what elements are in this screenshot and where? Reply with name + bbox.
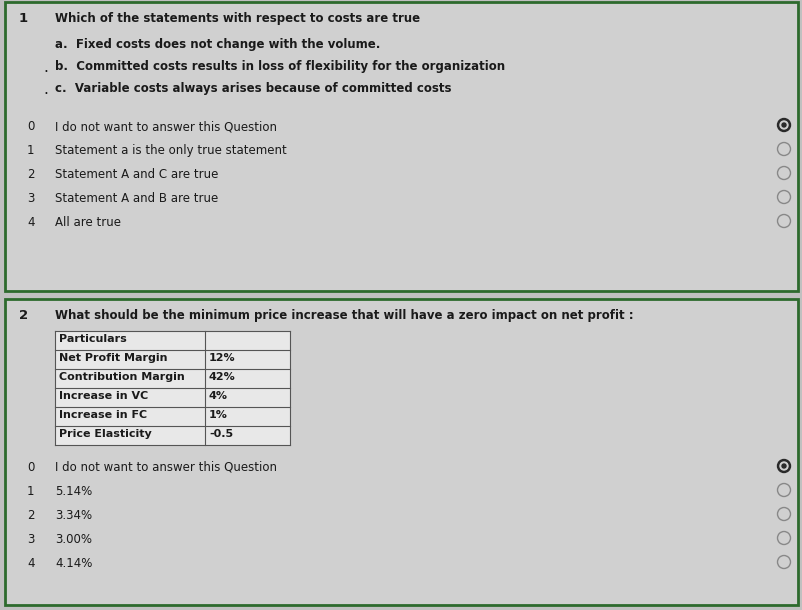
FancyBboxPatch shape (55, 350, 290, 369)
Text: Increase in FC: Increase in FC (59, 410, 147, 420)
Text: 3.00%: 3.00% (55, 533, 92, 546)
FancyBboxPatch shape (55, 331, 290, 350)
Text: Statement a is the only true statement: Statement a is the only true statement (55, 144, 286, 157)
Circle shape (776, 143, 789, 156)
Text: 5.14%: 5.14% (55, 485, 92, 498)
Circle shape (776, 190, 789, 204)
Text: 0: 0 (27, 461, 34, 474)
Text: 0: 0 (27, 120, 34, 133)
Circle shape (781, 123, 785, 127)
Text: 1: 1 (27, 144, 34, 157)
Circle shape (779, 121, 787, 129)
Text: I do not want to answer this Question: I do not want to answer this Question (55, 120, 277, 133)
Text: 3: 3 (27, 533, 34, 546)
Text: Particulars: Particulars (59, 334, 127, 344)
Text: Price Elasticity: Price Elasticity (59, 429, 152, 439)
Text: I do not want to answer this Question: I do not want to answer this Question (55, 461, 277, 474)
Text: Net Profit Margin: Net Profit Margin (59, 353, 168, 363)
FancyBboxPatch shape (5, 2, 797, 291)
Circle shape (776, 167, 789, 179)
Text: 2: 2 (27, 168, 34, 181)
Text: 2: 2 (19, 309, 28, 322)
Text: What should be the minimum price increase that will have a zero impact on net pr: What should be the minimum price increas… (55, 309, 633, 322)
Text: All are true: All are true (55, 216, 121, 229)
Text: 4%: 4% (209, 391, 228, 401)
Text: 1%: 1% (209, 410, 228, 420)
Text: 1: 1 (27, 485, 34, 498)
Text: 3.34%: 3.34% (55, 509, 92, 522)
Text: 4.14%: 4.14% (55, 557, 92, 570)
FancyBboxPatch shape (5, 299, 797, 605)
Text: Contribution Margin: Contribution Margin (59, 372, 184, 382)
Circle shape (776, 459, 789, 473)
Text: Which of the statements with respect to costs are true: Which of the statements with respect to … (55, 12, 419, 25)
Circle shape (779, 462, 787, 470)
Circle shape (776, 118, 789, 132)
Text: Statement A and C are true: Statement A and C are true (55, 168, 218, 181)
Text: 12%: 12% (209, 353, 235, 363)
Text: 1: 1 (19, 12, 28, 25)
Text: 4: 4 (27, 216, 34, 229)
Text: .: . (43, 82, 48, 97)
Text: Statement A and B are true: Statement A and B are true (55, 192, 218, 205)
Text: Increase in VC: Increase in VC (59, 391, 148, 401)
Text: 4: 4 (27, 557, 34, 570)
Text: c.  Variable costs always arises because of committed costs: c. Variable costs always arises because … (55, 82, 451, 95)
Circle shape (776, 531, 789, 545)
Text: 3: 3 (27, 192, 34, 205)
Text: 2: 2 (27, 509, 34, 522)
Circle shape (776, 215, 789, 228)
FancyBboxPatch shape (55, 388, 290, 407)
Circle shape (781, 464, 785, 468)
Text: 42%: 42% (209, 372, 236, 382)
Text: b.  Committed costs results in loss of flexibility for the organization: b. Committed costs results in loss of fl… (55, 60, 504, 73)
FancyBboxPatch shape (55, 369, 290, 388)
Circle shape (776, 556, 789, 569)
Circle shape (776, 484, 789, 497)
FancyBboxPatch shape (55, 407, 290, 426)
Circle shape (776, 508, 789, 520)
Text: .: . (43, 60, 48, 75)
FancyBboxPatch shape (55, 426, 290, 445)
Text: a.  Fixed costs does not change with the volume.: a. Fixed costs does not change with the … (55, 38, 380, 51)
Text: -0.5: -0.5 (209, 429, 233, 439)
